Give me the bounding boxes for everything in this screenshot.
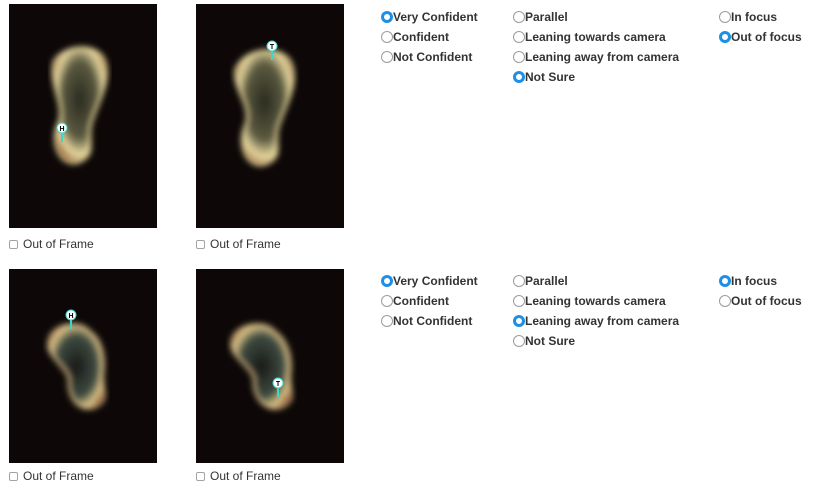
orientation-radio-group: Parallel Leaning towards camera Leaning … [513,7,679,87]
confidence-option[interactable]: Not Confident [381,311,478,331]
radio-button[interactable] [719,11,731,23]
focus-label: In focus [731,274,778,288]
orientation-option[interactable]: Leaning towards camera [513,27,679,47]
orientation-label: Not Sure [525,70,576,84]
confidence-option[interactable]: Confident [381,291,478,311]
radio-button[interactable] [381,31,393,43]
microscopy-image-head[interactable]: H [9,4,157,228]
focus-label: Out of focus [731,294,802,308]
orientation-radio-group: Parallel Leaning towards camera Leaning … [513,271,679,351]
radio-button[interactable] [381,315,393,327]
focus-option[interactable]: In focus [719,7,802,27]
radio-button[interactable] [719,275,731,287]
orientation-option[interactable]: Not Sure [513,331,679,351]
confidence-label: Not Confident [393,314,473,328]
checkbox-box[interactable] [196,471,205,481]
radio-button[interactable] [513,315,525,327]
out-of-frame-checkbox[interactable]: Out of Frame [9,237,94,251]
focus-option[interactable]: Out of focus [719,291,802,311]
orientation-label: Leaning away from camera [525,50,680,64]
head-marker[interactable]: H [9,269,157,463]
radio-button[interactable] [381,295,393,307]
orientation-label: Leaning away from camera [525,314,680,328]
microscopy-image-tail[interactable]: T [196,269,344,463]
radio-button[interactable] [381,275,393,287]
microscopy-image-head[interactable]: H [9,269,157,463]
orientation-label: Not Sure [525,334,576,348]
orientation-option[interactable]: Leaning towards camera [513,291,679,311]
confidence-label: Very Confident [393,10,478,24]
orientation-option[interactable]: Parallel [513,271,679,291]
head-marker[interactable]: H [9,4,157,228]
out-of-frame-label: Out of Frame [23,237,94,251]
confidence-label: Not Confident [393,50,473,64]
radio-button[interactable] [719,31,731,43]
orientation-option[interactable]: Not Sure [513,67,679,87]
confidence-radio-group: Very Confident Confident Not Confident [381,271,478,331]
out-of-frame-label: Out of Frame [23,469,94,483]
radio-button[interactable] [513,71,525,83]
head-marker-label: H [59,126,64,133]
orientation-label: Parallel [525,10,568,24]
focus-label: Out of focus [731,30,802,44]
radio-button[interactable] [719,295,731,307]
confidence-option[interactable]: Very Confident [381,271,478,291]
cell-image [9,4,157,228]
radio-button[interactable] [381,11,393,23]
confidence-label: Confident [393,294,449,308]
radio-button[interactable] [381,51,393,63]
cell-image [9,269,157,463]
confidence-option[interactable]: Not Confident [381,47,478,67]
head-marker-label: H [68,313,73,320]
tail-marker-label: T [270,44,275,51]
radio-button[interactable] [513,295,525,307]
out-of-frame-checkbox[interactable]: Out of Frame [196,469,281,483]
orientation-label: Leaning towards camera [525,294,666,308]
tail-marker-label: T [276,381,281,388]
confidence-option[interactable]: Confident [381,27,478,47]
tail-marker[interactable]: T [196,269,344,463]
checkbox-box[interactable] [9,471,18,481]
orientation-label: Leaning towards camera [525,30,666,44]
checkbox-box[interactable] [196,239,205,249]
focus-radio-group: In focus Out of focus [719,271,802,311]
out-of-frame-label: Out of Frame [210,237,281,251]
focus-radio-group: In focus Out of focus [719,7,802,47]
radio-button[interactable] [513,275,525,287]
orientation-label: Parallel [525,274,568,288]
radio-button[interactable] [513,11,525,23]
out-of-frame-label: Out of Frame [210,469,281,483]
confidence-label: Confident [393,30,449,44]
radio-button[interactable] [513,51,525,63]
radio-button[interactable] [513,31,525,43]
focus-option[interactable]: In focus [719,271,802,291]
confidence-label: Very Confident [393,274,478,288]
cell-image [196,269,344,463]
orientation-option[interactable]: Parallel [513,7,679,27]
confidence-option[interactable]: Very Confident [381,7,478,27]
tail-marker[interactable]: T [196,4,344,228]
out-of-frame-checkbox[interactable]: Out of Frame [9,469,94,483]
orientation-option[interactable]: Leaning away from camera [513,311,679,331]
focus-option[interactable]: Out of focus [719,27,802,47]
out-of-frame-checkbox[interactable]: Out of Frame [196,237,281,251]
microscopy-image-tail[interactable]: T [196,4,344,228]
orientation-option[interactable]: Leaning away from camera [513,47,679,67]
confidence-radio-group: Very Confident Confident Not Confident [381,7,478,67]
checkbox-box[interactable] [9,239,18,249]
radio-button[interactable] [513,335,525,347]
focus-label: In focus [731,10,778,24]
